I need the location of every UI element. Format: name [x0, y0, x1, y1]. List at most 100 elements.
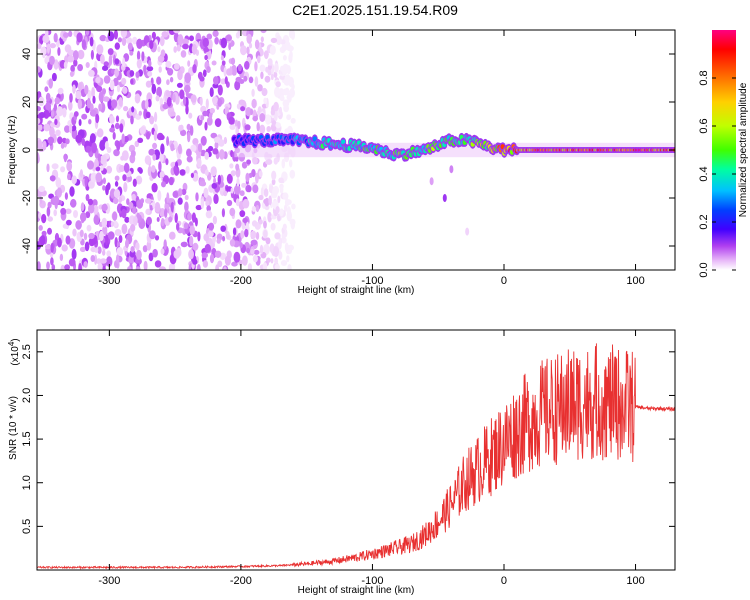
- heatmap-noise-cell: [41, 213, 47, 224]
- heatmap-noise-cell: [168, 216, 173, 223]
- heatmap-noise-cell: [284, 242, 289, 252]
- heatmap-noise-cell: [270, 222, 276, 231]
- heatmap-noise-cell: [160, 49, 166, 58]
- heatmap-noise-cell: [114, 175, 120, 181]
- heatmap-noise-cell: [80, 202, 85, 212]
- heatmap-noise-cell: [236, 177, 240, 187]
- heatmap-noise-cell: [204, 151, 209, 160]
- heatmap-noise-cell: [192, 64, 197, 74]
- heatmap-noise-cell: [145, 131, 151, 140]
- heatmap-noise-cell: [80, 212, 87, 222]
- bottom-x-tick-label: -300: [98, 575, 120, 587]
- heatmap-noise-cell: [72, 228, 77, 237]
- scale-label-exponent: 4: [7, 341, 16, 346]
- heatmap-noise-cell: [165, 60, 172, 68]
- heatmap-noise-cell: [199, 96, 203, 106]
- heatmap-noise-cell: [91, 87, 95, 98]
- heatmap-noise-cell: [156, 217, 160, 222]
- heatmap-noise-cell: [161, 31, 169, 38]
- heatmap-noise-cell: [213, 193, 219, 205]
- heatmap-noise-cell: [259, 64, 266, 72]
- heatmap-noise-cell: [279, 106, 282, 115]
- heatmap-noise-cell: [53, 209, 57, 217]
- heatmap-noise-cell: [71, 175, 77, 185]
- heatmap-noise-cell: [261, 87, 268, 97]
- heatmap-noise-cell: [191, 43, 197, 55]
- top-x-tick-label: -100: [361, 275, 383, 287]
- heatmap-noise-cell: [173, 63, 180, 70]
- heatmap-noise-cell: [60, 166, 66, 173]
- heatmap-noise-cell: [60, 207, 67, 215]
- heatmap-noise-cell: [85, 30, 90, 36]
- heatmap-noise-cell: [152, 142, 158, 150]
- heatmap-noise-cell: [127, 266, 132, 270]
- heatmap-noise-cell: [205, 200, 210, 207]
- heatmap-noise-cell: [166, 96, 172, 107]
- heatmap-noise-cell: [130, 115, 134, 125]
- heatmap-noise-cell: [230, 187, 234, 194]
- heatmap-noise-cell: [96, 44, 104, 55]
- heatmap-noise-cell: [265, 159, 272, 165]
- heatmap-noise-cell: [84, 241, 90, 252]
- heatmap-noise-cell: [284, 155, 289, 163]
- heatmap-noise-cell: [235, 219, 242, 229]
- heatmap-noise-cell: [121, 37, 127, 46]
- heatmap-noise-cell: [44, 86, 49, 92]
- top-x-axis-label: Height of straight line (km): [298, 285, 415, 296]
- heatmap-noise-cell: [239, 242, 243, 249]
- heatmap-noise-cell: [125, 239, 129, 249]
- heatmap-noise-cell: [68, 100, 73, 111]
- heatmap-noise-cell: [151, 182, 158, 193]
- heatmap-noise-cell: [208, 230, 214, 238]
- heatmap-noise-cell: [52, 195, 60, 205]
- heatmap-noise-cell: [158, 161, 162, 172]
- heatmap-noise-cell: [242, 198, 250, 209]
- heatmap-noise-cell: [267, 58, 273, 66]
- heatmap-noise-cell: [190, 94, 197, 103]
- heatmap-noise-cell: [275, 206, 280, 214]
- heatmap-noise-cell: [102, 185, 106, 191]
- heatmap-noise-cell: [159, 170, 165, 178]
- heatmap-noise-cell: [189, 235, 194, 247]
- heatmap-noise-cell: [85, 145, 92, 153]
- heatmap-noise-cell: [197, 231, 201, 242]
- heatmap-noise-cell: [176, 82, 183, 88]
- heatmap-noise-cell: [79, 229, 84, 238]
- heatmap-noise-cell: [190, 144, 197, 152]
- heatmap-noise-cell: [107, 31, 115, 41]
- heatmap-noise-cell: [118, 196, 123, 203]
- heatmap-noise-cell: [134, 140, 140, 148]
- heatmap-noise-cell: [270, 37, 278, 44]
- heatmap-noise-cell: [88, 69, 95, 77]
- heatmap-feature: [442, 194, 447, 202]
- heatmap-noise-cell: [233, 185, 241, 195]
- heatmap-noise-cell: [265, 237, 271, 245]
- heatmap-noise-cell: [269, 45, 276, 55]
- bottom-axes: -300 -200 -100 0 100 0.5 1.0 1.5 2.0 2.5: [21, 330, 675, 587]
- heatmap-noise-cell: [51, 163, 59, 170]
- heatmap-noise-cell: [206, 66, 211, 73]
- heatmap-noise-cell: [213, 76, 219, 85]
- heatmap-noise-cell: [124, 216, 130, 223]
- heatmap-noise-cell: [235, 163, 240, 171]
- bottom-y-tick-label: 2.0: [21, 388, 33, 403]
- heatmap-noise-cell: [250, 239, 258, 246]
- bottom-x-tick-label: 100: [626, 575, 644, 587]
- heatmap-noise-cell: [49, 127, 55, 137]
- heatmap-noise-cell: [178, 188, 183, 197]
- heatmap-noise-cell: [250, 108, 254, 116]
- heatmap-noise-cell: [56, 187, 62, 198]
- heatmap-noise-cell: [135, 175, 143, 185]
- heatmap-noise-cell: [259, 113, 266, 122]
- heatmap-noise-cell: [38, 212, 42, 219]
- heatmap-noise-cell: [64, 264, 70, 270]
- heatmap-noise-cell: [68, 258, 76, 267]
- heatmap-noise-cell: [182, 43, 189, 50]
- heatmap-noise-cell: [132, 178, 137, 187]
- heatmap-noise-cell: [135, 71, 140, 78]
- heatmap-noise-cell: [214, 141, 219, 149]
- top-x-tick-label: 0: [501, 275, 507, 287]
- heatmap-noise-cell: [97, 263, 103, 270]
- heatmap-noise-cell: [229, 66, 233, 76]
- heatmap-noise-cell: [95, 166, 101, 172]
